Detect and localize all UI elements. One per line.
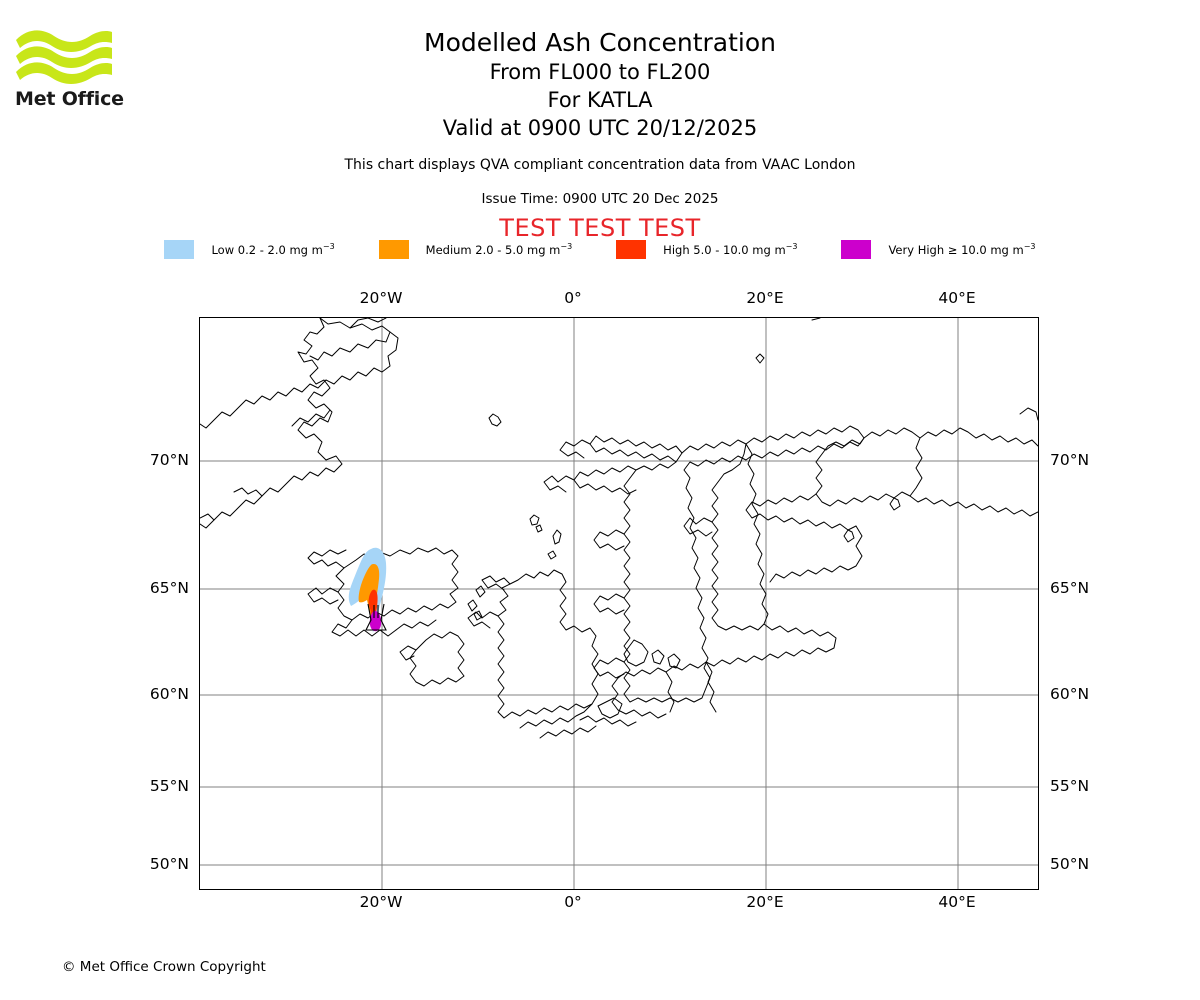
lat-tick-left-55n: 55°N (149, 777, 189, 795)
chart-title-block: Modelled Ash Concentration From FL000 to… (0, 28, 1200, 142)
lat-tick-left-65n: 65°N (149, 579, 189, 597)
legend-label-high: High 5.0 - 10.0 mg m−3 (663, 242, 798, 257)
lat-tick-left-50n: 50°N (149, 855, 189, 873)
legend-item-very-high: Very High ≥ 10.0 mg m−3 (841, 240, 1036, 259)
lon-tick-top-0: 0° (564, 289, 582, 307)
issue-time: Issue Time: 0900 UTC 20 Dec 2025 (481, 191, 719, 207)
legend-label-medium: Medium 2.0 - 5.0 mg m−3 (425, 242, 573, 257)
lon-tick-bottom-20e: 20°E (746, 893, 784, 911)
page-title: Modelled Ash Concentration (424, 28, 776, 57)
concentration-legend: Low 0.2 - 2.0 mg m−3 Medium 2.0 - 5.0 mg… (0, 240, 1200, 259)
lat-tick-left-60n: 60°N (149, 685, 189, 703)
title-volcano: For KATLA (547, 88, 653, 112)
coastline-layer (200, 318, 1038, 739)
copyright-notice: © Met Office Crown Copyright (62, 959, 266, 975)
legend-item-low: Low 0.2 - 2.0 mg m−3 (164, 240, 335, 259)
legend-item-medium: Medium 2.0 - 5.0 mg m−3 (378, 240, 573, 259)
qva-note: This chart displays QVA compliant concen… (344, 157, 856, 173)
lat-tick-right-70n: 70°N (1050, 451, 1090, 469)
map-panel[interactable] (199, 317, 1039, 890)
lon-tick-bottom-0: 0° (564, 893, 582, 911)
map-frame (199, 317, 1039, 890)
legend-label-low: Low 0.2 - 2.0 mg m−3 (211, 242, 335, 257)
lon-tick-bottom-40e: 40°E (938, 893, 976, 911)
lat-tick-right-60n: 60°N (1050, 685, 1090, 703)
legend-swatch-high-icon (616, 240, 647, 259)
met-office-logo: Met Office (14, 26, 124, 112)
lon-tick-top-40e: 40°E (938, 289, 976, 307)
volcano-source-marker (365, 603, 387, 631)
legend-swatch-very-high-icon (841, 240, 872, 259)
lat-tick-right-50n: 50°N (1050, 855, 1090, 873)
lat-tick-left-70n: 70°N (149, 451, 189, 469)
test-banner: TEST TEST TEST (499, 214, 701, 242)
lon-tick-bottom-20w: 20°W (359, 893, 403, 911)
lat-tick-right-65n: 65°N (1050, 579, 1090, 597)
graticule-gridlines (200, 318, 1038, 889)
title-levels: From FL000 to FL200 (489, 60, 711, 84)
map-canvas (200, 318, 1038, 889)
legend-label-very-high: Very High ≥ 10.0 mg m−3 (888, 242, 1036, 257)
legend-swatch-medium-icon (378, 240, 409, 259)
legend-item-high: High 5.0 - 10.0 mg m−3 (616, 240, 797, 259)
legend-swatch-low-icon (164, 240, 195, 259)
met-office-wordmark: Met Office (15, 88, 124, 110)
lon-tick-top-20e: 20°E (746, 289, 784, 307)
lon-tick-top-20w: 20°W (359, 289, 403, 307)
met-office-waves-logo-icon (16, 30, 112, 84)
lat-tick-right-55n: 55°N (1050, 777, 1090, 795)
title-validtime: Valid at 0900 UTC 20/12/2025 (442, 116, 758, 140)
